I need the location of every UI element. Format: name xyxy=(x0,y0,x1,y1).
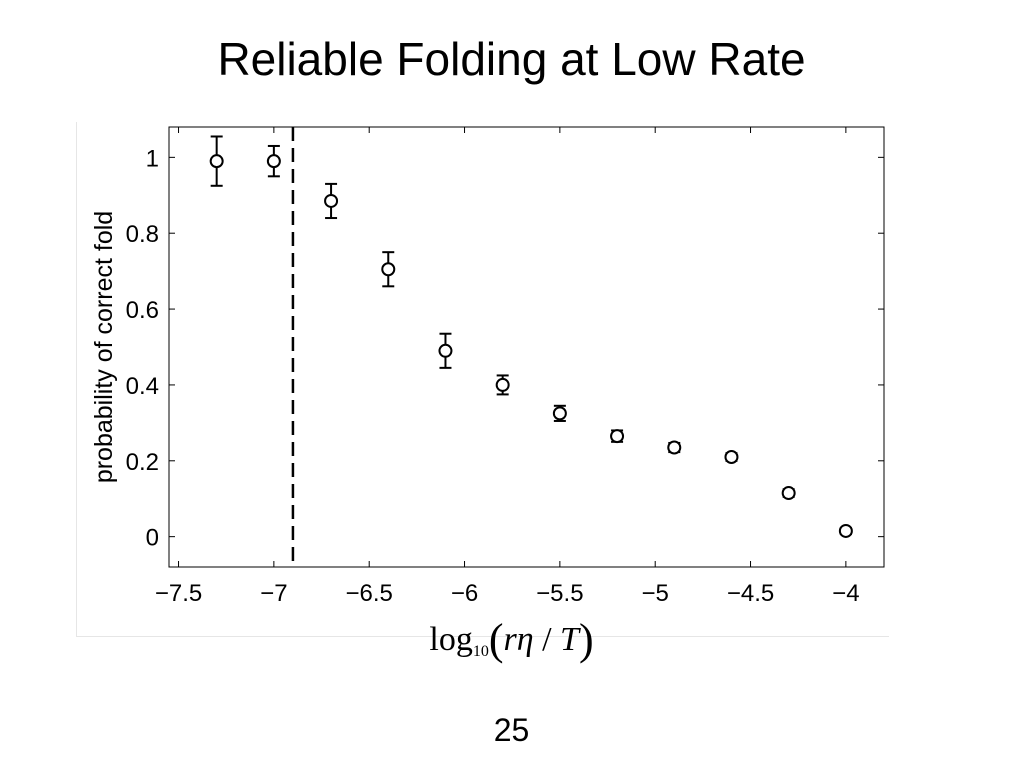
x-axis-label-log: log xyxy=(429,621,473,658)
slide-title: Reliable Folding at Low Rate xyxy=(217,33,806,85)
chart-svg: −7.5 −7 −6.5 −6 −5.5 −5 −4.5 −4 0 0.2 0.4 0.6 0.8 1 pr… xyxy=(90,126,885,607)
data-point xyxy=(266,154,281,169)
x-axis-label-slash: / xyxy=(533,621,561,658)
data-point xyxy=(610,429,625,444)
data-point xyxy=(838,523,853,538)
data-point xyxy=(209,154,224,169)
x-tick-label: −6 xyxy=(451,580,478,607)
y-tick-label: 0.4 xyxy=(126,373,159,400)
x-tick-label: −7.5 xyxy=(155,580,202,607)
y-tick-label: 1 xyxy=(146,145,159,172)
y-tick-label: 0.6 xyxy=(126,297,159,324)
plot-area-frame xyxy=(168,126,885,568)
x-tick-label: −5 xyxy=(642,580,669,607)
data-point xyxy=(381,262,396,277)
page-number: 25 xyxy=(493,712,530,748)
data-point xyxy=(324,193,339,208)
data-point xyxy=(438,343,453,358)
x-axis-label-base: 10 xyxy=(472,643,489,660)
x-axis-label-eta: η xyxy=(516,621,534,658)
x-axis-label: log10(rη / T) xyxy=(0,618,1023,662)
x-axis-label-close-paren: ) xyxy=(578,615,594,664)
x-axis-label-r: r xyxy=(503,621,517,658)
y-tick-label: 0.2 xyxy=(126,449,159,476)
x-axis-label-T: T xyxy=(560,621,579,658)
data-point xyxy=(495,377,510,392)
y-tick-label: 0 xyxy=(146,525,159,552)
y-tick-label: 0.8 xyxy=(126,221,159,248)
x-axis-label-open-paren: ( xyxy=(488,615,504,664)
data-point xyxy=(552,406,567,421)
data-point xyxy=(781,486,796,501)
x-tick-label: −7 xyxy=(260,580,287,607)
x-tick-label: −5.5 xyxy=(536,580,583,607)
x-tick-label: −6.5 xyxy=(346,580,393,607)
data-point xyxy=(724,450,739,464)
y-axis-label: probability of correct fold xyxy=(90,211,118,483)
x-tick-label: −4.5 xyxy=(727,580,774,607)
data-point xyxy=(667,440,682,455)
x-tick-label: −4 xyxy=(832,580,859,607)
chart-container: −7.5 −7 −6.5 −6 −5.5 −5 −4.5 −4 0 0.2 0.4 0.6 0.8 1 pr… xyxy=(76,122,889,637)
